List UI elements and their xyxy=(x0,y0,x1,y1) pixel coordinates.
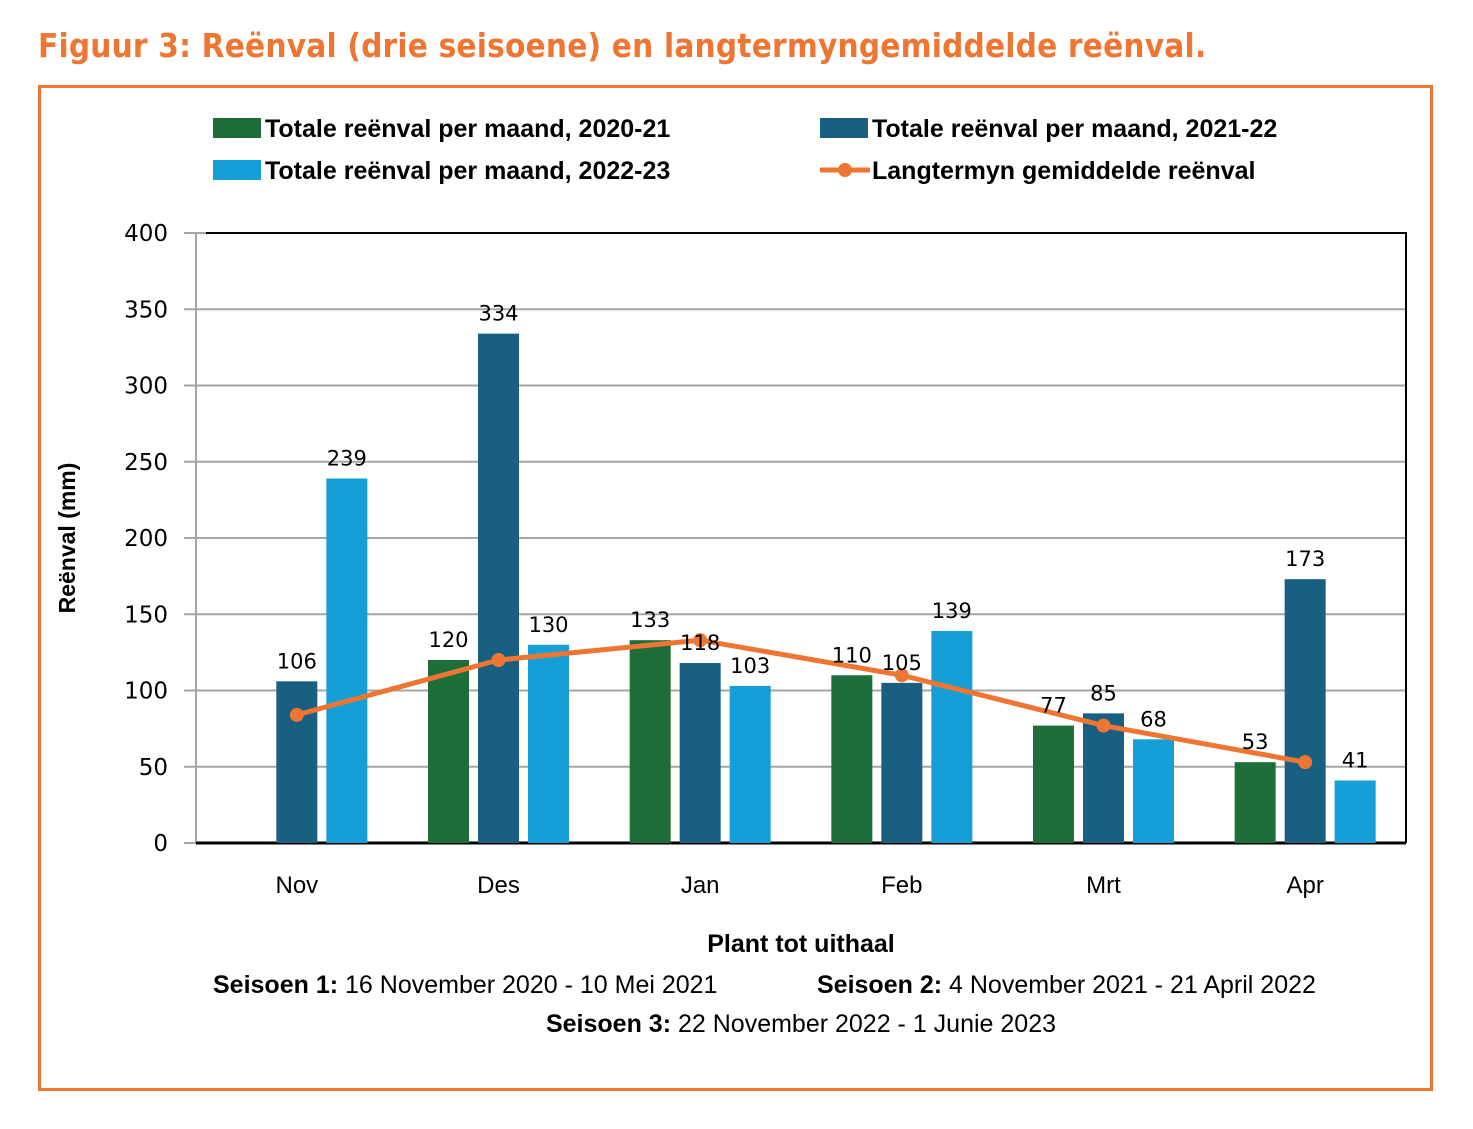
y-tick-label: 150 xyxy=(124,602,168,628)
season-2-note: Seisoen 2: 4 November 2021 - 21 April 20… xyxy=(817,971,1316,999)
bar-feb-0 xyxy=(831,675,873,843)
bar-nov-2 xyxy=(326,478,368,843)
bar-feb-1 xyxy=(881,682,923,843)
bar-jan-1 xyxy=(679,663,721,843)
y-axis-ticks: 0 50 100 150 200 250 300 350 400 xyxy=(124,221,168,857)
y-tick-label: 100 xyxy=(124,679,168,705)
bar-mrt-0 xyxy=(1033,725,1074,843)
data-label: 106 xyxy=(277,649,317,673)
bar-apr-2 xyxy=(1334,780,1376,843)
long-term-marker xyxy=(491,653,506,667)
x-category-label: Apr xyxy=(1286,872,1323,899)
long-term-marker xyxy=(1096,718,1111,733)
season-1-label: Seisoen 1: xyxy=(213,971,338,999)
y-tick-label: 0 xyxy=(153,831,168,857)
bar-mrt-1 xyxy=(1083,713,1124,843)
legend-label: Langtermyn gemiddelde reënval xyxy=(872,157,1255,185)
data-label: 103 xyxy=(730,654,770,678)
bar-des-1 xyxy=(478,333,519,843)
x-axis-title: Plant tot uithaal xyxy=(707,930,895,958)
y-tick-label: 400 xyxy=(124,221,168,247)
data-label: 139 xyxy=(932,599,972,623)
legend-label: Totale reënval per maand, 2022-23 xyxy=(265,157,670,185)
season-1-dates: 16 November 2020 - 10 Mei 2021 xyxy=(338,971,717,999)
figure-frame xyxy=(38,85,1433,1091)
y-axis-title: Reënval (mm) xyxy=(54,463,80,614)
y-tick-label: 50 xyxy=(139,755,168,781)
x-category-label: Des xyxy=(477,872,520,899)
data-label: 68 xyxy=(1140,707,1167,731)
legend-label: Totale reënval per maand, 2021-22 xyxy=(872,115,1277,143)
long-term-line xyxy=(289,633,1313,770)
bar-mrt-2 xyxy=(1133,739,1174,843)
bar-des-0 xyxy=(428,660,469,843)
y-tick-label: 350 xyxy=(124,297,168,323)
y-tick-label: 250 xyxy=(124,450,168,476)
data-label: 53 xyxy=(1242,730,1269,754)
bar-feb-2 xyxy=(931,631,973,843)
season-3-label: Seisoen 3: xyxy=(546,1010,671,1038)
bar-des-2 xyxy=(528,644,569,843)
data-label: 105 xyxy=(882,651,922,675)
long-term-marker xyxy=(289,707,304,722)
data-label: 130 xyxy=(528,613,568,637)
data-label: 239 xyxy=(327,447,367,471)
bar-apr-0 xyxy=(1234,762,1276,843)
long-term-marker xyxy=(693,633,708,648)
data-label: 41 xyxy=(1342,748,1369,772)
legend: Totale reënval per maand, 2020-21 Totale … xyxy=(213,115,1277,185)
gridlines xyxy=(184,232,1407,845)
legend-swatch xyxy=(213,160,261,180)
bars xyxy=(276,333,1376,843)
x-category-label: Nov xyxy=(275,872,318,899)
data-label: 334 xyxy=(478,302,518,326)
data-label: 118 xyxy=(680,631,720,655)
x-axis-categories: Nov Des Jan Feb Mrt Apr xyxy=(275,872,1323,899)
legend-marker xyxy=(838,163,852,177)
plot-border xyxy=(206,232,1407,843)
data-label: 173 xyxy=(1285,547,1325,571)
data-label: 120 xyxy=(428,628,468,652)
long-term-marker xyxy=(894,668,909,683)
data-label: 85 xyxy=(1090,681,1117,705)
data-label: 133 xyxy=(630,608,670,632)
legend-label: Totale reënval per maand, 2020-21 xyxy=(265,115,670,143)
season-2-label: Seisoen 2: xyxy=(817,971,942,999)
season-3-dates: 22 November 2022 - 1 Junie 2023 xyxy=(671,1010,1056,1038)
data-label: 110 xyxy=(832,643,872,667)
bar-apr-1 xyxy=(1284,579,1326,843)
x-category-label: Jan xyxy=(681,872,720,899)
bar-jan-2 xyxy=(729,685,771,843)
legend-swatch xyxy=(213,118,261,138)
long-term-line-path xyxy=(296,637,1306,765)
data-labels: 120 133 110 77 53 106 334 118 105 85 173 239 130 103 1… xyxy=(277,302,1369,773)
bar-nov-1 xyxy=(276,681,318,843)
season-3-note: Seisoen 3: 22 November 2022 - 1 Junie 20… xyxy=(546,1010,1056,1038)
season-2-dates: 4 November 2021 - 21 April 2022 xyxy=(942,971,1316,999)
season-1-note: Seisoen 1: 16 November 2020 - 10 Mei 202… xyxy=(213,971,717,999)
data-label: 77 xyxy=(1040,694,1067,718)
x-category-label: Mrt xyxy=(1086,872,1121,899)
long-term-marker xyxy=(1298,755,1313,770)
y-tick-label: 200 xyxy=(124,526,168,552)
legend-swatch xyxy=(820,118,868,138)
y-tick-label: 300 xyxy=(124,374,168,400)
x-category-label: Feb xyxy=(881,872,922,899)
bar-jan-0 xyxy=(629,640,671,843)
figure-title: Figuur 3: Reënval (drie seisoene) en lan… xyxy=(38,26,1207,65)
